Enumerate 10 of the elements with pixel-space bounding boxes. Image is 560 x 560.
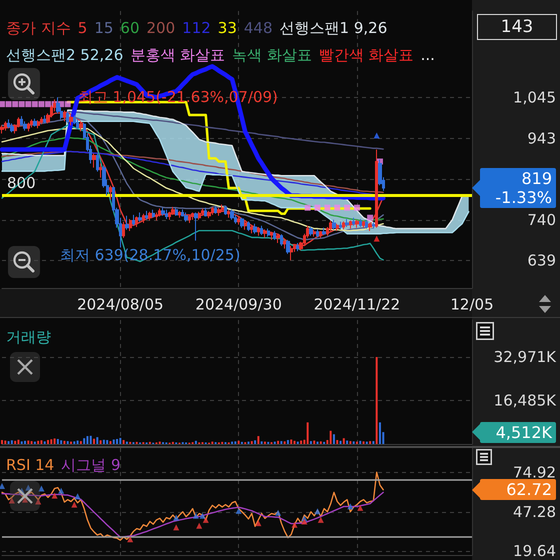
series-label: 시그널 9 <box>61 455 121 476</box>
y-tick-label: 16,485K <box>494 392 558 410</box>
y-tick-label: 19.64 <box>513 542 556 560</box>
text: 62.72 <box>480 479 556 500</box>
y-tick-label: 47.28 <box>513 502 556 521</box>
text: 4,512K <box>480 422 556 443</box>
text: 거래량 <box>6 327 51 348</box>
series-label: RSI 14 <box>6 455 54 476</box>
y-tick-label: 32,971K <box>494 348 558 366</box>
y-tick-label: 74.92 <box>513 463 556 482</box>
